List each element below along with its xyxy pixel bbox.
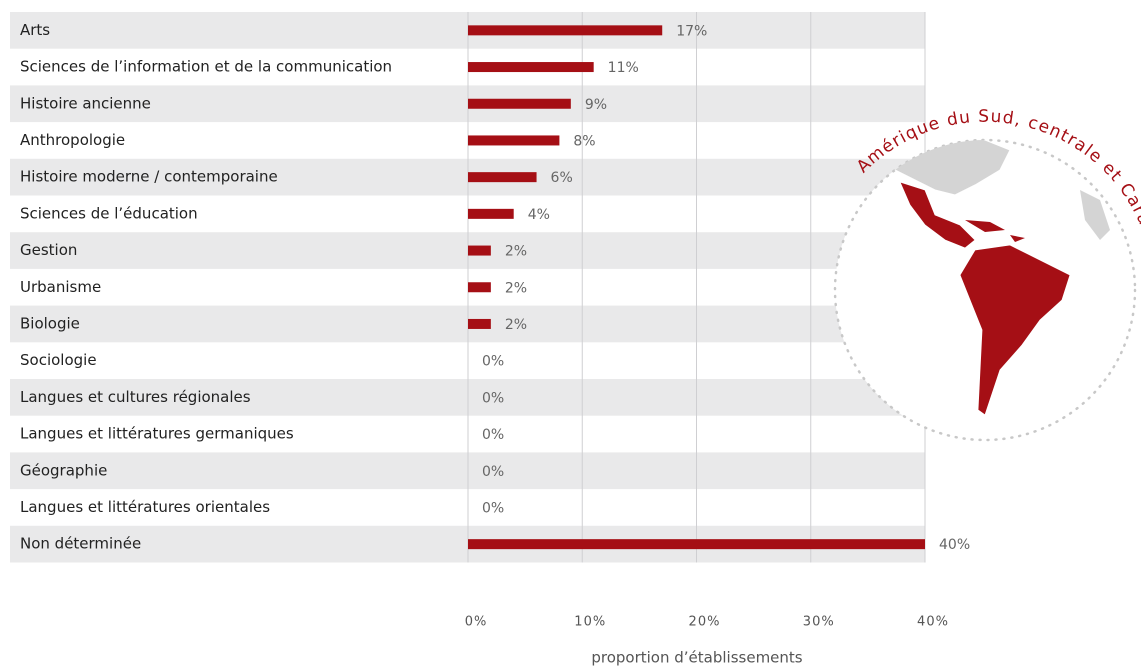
bar [468, 98, 571, 109]
category-label: Sciences de l’information et de la commu… [20, 58, 392, 76]
value-label: 40% [939, 537, 970, 553]
value-label: 6% [551, 170, 573, 186]
category-label: Anthropologie [20, 131, 125, 149]
x-tick-label: 40% [917, 615, 949, 630]
x-axis-label: proportion d’établissements [591, 649, 802, 666]
bar [468, 318, 491, 329]
bar [468, 208, 514, 219]
x-tick-label: 30% [803, 615, 835, 630]
category-label: Gestion [20, 241, 77, 259]
value-label: 2% [505, 317, 527, 333]
category-label: Langues et cultures régionales [20, 388, 251, 406]
value-label: 9% [585, 97, 607, 113]
value-label: 0% [482, 390, 504, 406]
value-label: 0% [482, 464, 504, 480]
bar [468, 172, 537, 183]
map-illustration: Amérique du Sud, centrale et Caraïbes [833, 107, 1141, 442]
value-label: 4% [528, 207, 550, 223]
category-label: Non déterminée [20, 535, 141, 553]
category-label: Histoire ancienne [20, 94, 151, 112]
category-label: Histoire moderne / contemporaine [20, 168, 278, 186]
category-label: Langues et littératures orientales [20, 498, 270, 516]
x-tick-label: 20% [689, 615, 721, 630]
value-label: 0% [482, 427, 504, 443]
bar [468, 539, 925, 550]
bar [468, 62, 594, 73]
value-label: 17% [676, 23, 707, 39]
caribbean [965, 220, 1025, 242]
x-tick-label: 10% [574, 615, 606, 630]
value-label: 8% [573, 133, 595, 149]
category-label: Biologie [20, 314, 80, 332]
value-label: 0% [482, 354, 504, 370]
x-tick-label: 0% [465, 615, 488, 630]
category-label: Sociologie [20, 351, 97, 369]
value-label: 2% [505, 244, 527, 260]
category-label: Géographie [20, 461, 107, 479]
bar [468, 245, 491, 256]
category-label: Langues et littératures germaniques [20, 425, 294, 443]
south-america [959, 244, 1071, 416]
value-label: 2% [505, 280, 527, 296]
category-label: Sciences de l’éducation [20, 204, 198, 222]
value-label: 11% [608, 60, 639, 76]
category-label: Urbanisme [20, 278, 101, 296]
category-label: Arts [20, 21, 50, 39]
central-america [899, 181, 976, 249]
value-label: 0% [482, 500, 504, 516]
bar [468, 282, 491, 293]
greenland [1080, 190, 1110, 240]
bar [468, 25, 663, 36]
bar [468, 135, 560, 146]
